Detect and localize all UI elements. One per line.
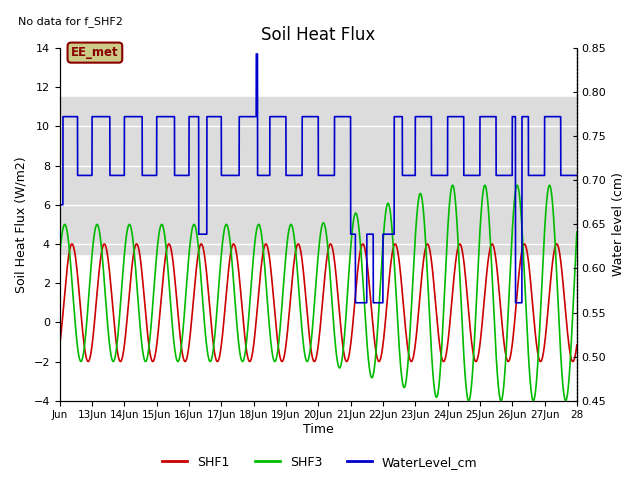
Y-axis label: Soil Heat Flux (W/m2): Soil Heat Flux (W/m2)	[15, 156, 28, 293]
Text: EE_met: EE_met	[71, 46, 118, 59]
X-axis label: Time: Time	[303, 423, 333, 436]
Legend: SHF1, SHF3, WaterLevel_cm: SHF1, SHF3, WaterLevel_cm	[157, 451, 483, 474]
Text: No data for f_SHF2: No data for f_SHF2	[19, 16, 124, 27]
Title: Soil Heat Flux: Soil Heat Flux	[261, 26, 376, 44]
Bar	[60, 97, 577, 254]
Y-axis label: Water level (cm): Water level (cm)	[612, 172, 625, 276]
